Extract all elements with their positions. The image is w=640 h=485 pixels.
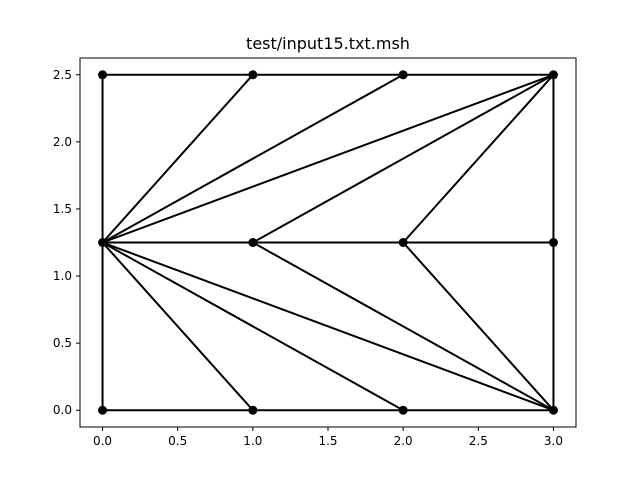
mesh-node-1 (248, 405, 258, 415)
x-tick-label: 2.0 (394, 434, 413, 448)
mesh-node-6 (398, 238, 408, 247)
y-tick-label: 0.5 (53, 336, 72, 350)
x-tick-label: 3.0 (544, 434, 563, 448)
mesh-edge-13 (101, 73, 254, 244)
mesh-nodes (98, 70, 558, 415)
mesh-edge-14 (101, 73, 405, 244)
mesh-node-5 (248, 238, 258, 247)
mesh-edge-21 (251, 241, 555, 412)
mesh-edge-17 (402, 73, 555, 244)
mesh-edge-20 (101, 241, 555, 412)
mesh-edge-19 (101, 241, 405, 412)
mesh-node-3 (548, 405, 558, 415)
y-tick-label: 1.5 (53, 202, 72, 216)
mesh-node-10 (398, 70, 408, 80)
mesh-node-8 (98, 70, 108, 80)
mesh-edge-18 (101, 241, 254, 412)
mesh-node-11 (548, 70, 558, 80)
y-tick-label: 2.5 (53, 68, 72, 82)
y-tick-label: 1.0 (53, 269, 72, 283)
mesh-edge-15 (101, 73, 555, 244)
y-tick-label: 2.0 (53, 135, 72, 149)
x-tick-label: 1.0 (243, 434, 262, 448)
chart-title: test/input15.txt.msh (246, 34, 410, 53)
y-axis: 0.0 0.5 1.0 1.5 2.0 2.5 (53, 68, 80, 417)
x-tick-label: 2.5 (469, 434, 488, 448)
mesh-edge-22 (402, 241, 555, 412)
mesh-edge-16 (251, 73, 555, 244)
x-axis: 0.0 0.5 1.0 1.5 2.0 2.5 3.0 (93, 427, 563, 448)
mesh-edges (101, 73, 555, 412)
x-tick-label: 0.0 (93, 434, 112, 448)
y-tick-label: 0.0 (53, 403, 72, 417)
mesh-node-7 (548, 238, 558, 247)
x-tick-label: 0.5 (168, 434, 187, 448)
mesh-node-4 (98, 238, 108, 247)
mesh-node-0 (98, 405, 108, 415)
x-tick-label: 1.5 (318, 434, 337, 448)
mesh-node-9 (248, 70, 258, 80)
mesh-node-2 (398, 405, 408, 415)
